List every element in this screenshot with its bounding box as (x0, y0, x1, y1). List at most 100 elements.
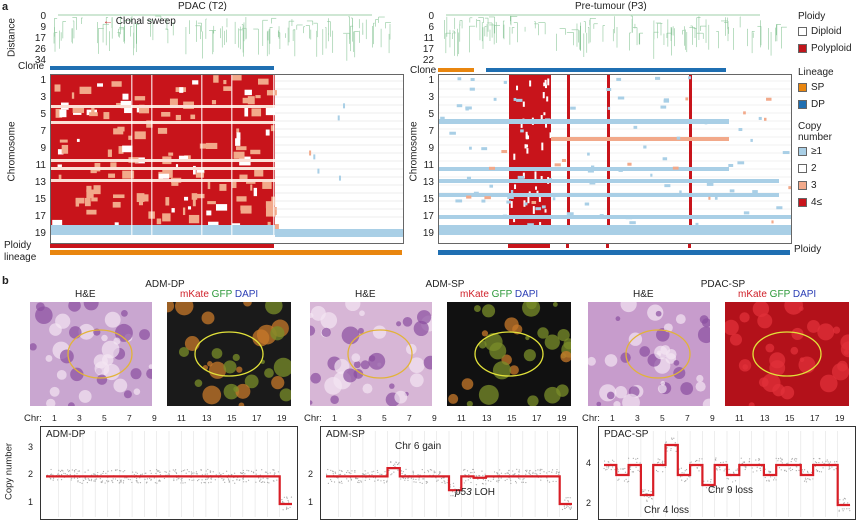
copy-number-point (338, 481, 340, 483)
copy-number-point (63, 472, 65, 474)
tissue-cell (223, 360, 237, 374)
copy-number-point (565, 506, 568, 508)
copy-number-point (617, 469, 619, 471)
copy-number-point (552, 480, 554, 483)
copy-number-point (339, 469, 341, 471)
heat-cell (179, 87, 184, 93)
copy-number-point (220, 473, 222, 476)
copy-number-point (377, 471, 379, 474)
heat-cell (235, 146, 247, 151)
heat-cell (540, 115, 543, 122)
heat-cell (156, 218, 162, 225)
fluor-channel-mkate: mKate (180, 289, 209, 300)
copy-number-point (273, 469, 275, 471)
copy-number-point (468, 473, 470, 476)
copy-number-point (454, 491, 456, 493)
copy-number-point (377, 479, 379, 482)
copy-number-point (780, 469, 782, 471)
heat-cell (502, 214, 508, 218)
copy-number-point (390, 461, 392, 463)
copy-number-point (453, 485, 455, 487)
copy-number-point (266, 471, 268, 473)
copy-number-point (69, 474, 71, 476)
copy-number-point (848, 508, 850, 510)
heat-cell (764, 117, 767, 121)
copy-number-point (828, 468, 830, 470)
copy-number-point (174, 470, 176, 472)
copy-number-point (201, 474, 204, 476)
chr-tick: 17 (532, 413, 542, 423)
clone-bar-right-dp (486, 68, 726, 72)
copy-number-point (106, 480, 108, 482)
copy-number-point (698, 470, 700, 472)
copy-number-point (540, 479, 542, 481)
copy-number-point (60, 479, 63, 481)
copy-number-point (469, 472, 472, 474)
copy-number-point (463, 482, 465, 484)
chromosome-tick: 19 (34, 228, 46, 239)
copy-number-point (223, 478, 225, 480)
heat-col-sep (273, 75, 275, 235)
heat-cell (547, 78, 550, 86)
heat-col-sep (231, 75, 233, 235)
copy-number-point (131, 481, 133, 484)
copy-number-point (779, 457, 782, 459)
copy-number-point (805, 479, 807, 481)
heat-cell (107, 149, 112, 157)
copy-number-point (617, 471, 620, 473)
heat-cell (542, 92, 545, 99)
heat-cell (456, 104, 463, 108)
chromosome-tick: 17 (34, 211, 46, 222)
heat-cell (59, 109, 67, 118)
he-label: H&E (633, 289, 654, 300)
copy-number-point (140, 473, 142, 476)
copy-number-point (434, 471, 436, 473)
copy-number-point (101, 481, 103, 484)
copy-number-point (132, 471, 134, 473)
copy-number-point (814, 461, 817, 463)
copy-number-point (111, 470, 113, 472)
copy-number-point (656, 462, 659, 464)
copy-number-point (727, 478, 729, 480)
copy-number-point (497, 479, 499, 481)
copy-number-point (330, 469, 332, 471)
tissue-cell (613, 401, 621, 406)
heat-cell (589, 181, 596, 185)
copy-number-point (711, 486, 713, 488)
copy-number-point (522, 481, 525, 483)
copy-number-point (122, 482, 124, 484)
copy-number-point (209, 470, 211, 472)
tissue-cell (244, 374, 259, 389)
copy-number-point (842, 499, 844, 501)
copy-number-point (648, 496, 650, 499)
copy-number-point (259, 479, 261, 482)
copy-number-point (245, 481, 247, 483)
copy-number-point (563, 505, 565, 507)
tissue-cell (123, 390, 132, 399)
copy-number-point (492, 478, 494, 481)
copy-number-point (289, 506, 291, 508)
region-outline (194, 331, 264, 377)
copy-number-point (569, 497, 571, 499)
tissue-cell (235, 383, 251, 399)
copy-number-point (698, 458, 701, 460)
tissue-cell (59, 349, 74, 364)
copy-number-point (349, 477, 352, 479)
heat-cell (178, 155, 188, 160)
copy-number-point (686, 478, 688, 480)
copy-number-point (551, 471, 553, 473)
clone-label-right: Clone (410, 65, 437, 76)
copy-number-point (239, 472, 242, 474)
copy-number-point (347, 480, 349, 482)
copy-number-point (385, 481, 388, 483)
copy-number-point (513, 473, 516, 475)
chromosome-tick: 1 (428, 75, 434, 86)
copy-number-point (62, 470, 64, 472)
heat-cell (213, 75, 219, 83)
copy-number-point (57, 473, 59, 475)
heat-cell (629, 221, 636, 225)
heat-cell (455, 199, 463, 203)
tissue-cell (70, 367, 84, 382)
copy-number-point (670, 447, 672, 450)
tissue-cell (353, 361, 361, 369)
